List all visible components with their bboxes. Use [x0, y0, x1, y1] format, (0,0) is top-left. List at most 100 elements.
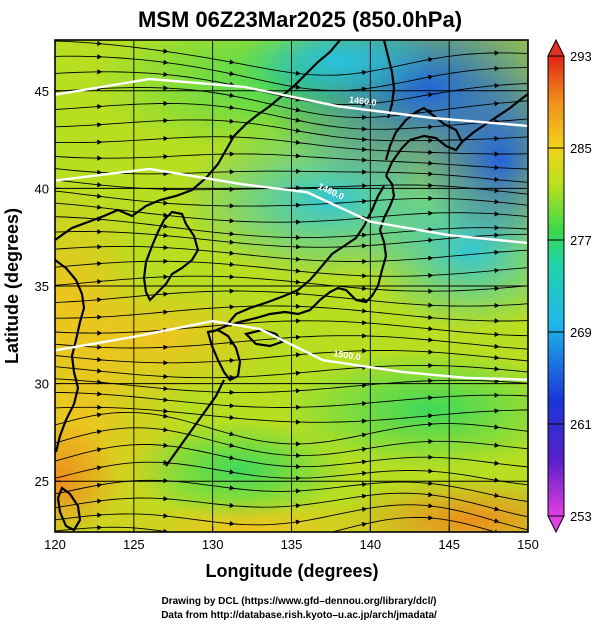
streamline — [55, 119, 528, 142]
streamline-arrow — [295, 303, 301, 309]
streamline-arrow — [229, 431, 235, 437]
streamline-arrow — [163, 309, 169, 315]
streamline-arrow — [362, 157, 368, 163]
streamline — [55, 55, 528, 92]
streamline-arrow — [428, 74, 434, 80]
streamline-arrow — [494, 343, 500, 349]
streamline — [55, 190, 528, 207]
streamline-arrow — [295, 419, 301, 425]
streamline-arrow — [428, 210, 434, 216]
streamline-arrow — [494, 286, 500, 292]
streamline-arrow — [428, 395, 434, 401]
streamline-arrow — [295, 290, 301, 297]
streamline-arrow — [428, 337, 434, 343]
coastline-hokkaido — [384, 106, 464, 177]
streamline — [55, 427, 528, 457]
streamline-arrow — [163, 360, 169, 366]
streamline-arrow — [494, 232, 500, 238]
streamline-arrow — [362, 232, 368, 238]
x-axis-label: Longitude (degrees) — [205, 561, 378, 581]
x-tick-label: 150 — [517, 537, 539, 552]
streamline-arrow — [97, 139, 103, 145]
streamline-arrow — [295, 117, 301, 123]
streamline-arrow — [163, 427, 169, 433]
coastline-kyushu — [206, 328, 242, 382]
streamline-arrow — [163, 413, 169, 419]
streamline-arrow — [295, 70, 301, 76]
streamline-arrow — [296, 475, 301, 481]
colorbar-tick-label: 261 — [570, 417, 592, 432]
streamline-arrow — [361, 432, 368, 438]
streamline-arrow — [494, 460, 500, 466]
streamline-arrow — [295, 370, 301, 376]
streamline-arrow — [229, 469, 235, 475]
streamline-arrow — [494, 318, 500, 324]
streamline-arrow — [97, 104, 103, 110]
streamline-arrow — [428, 454, 434, 460]
streamline-arrow — [428, 302, 434, 308]
streamline-arrow — [163, 386, 169, 392]
streamline-arrow — [96, 447, 103, 453]
streamline-arrow — [229, 186, 235, 192]
streamline-arrow — [494, 211, 500, 217]
streamline-arrow — [362, 183, 368, 189]
streamline-arrow — [230, 539, 235, 544]
x-tick-label: 135 — [281, 537, 303, 552]
streamline-arrow — [494, 355, 500, 361]
streamline-arrow — [97, 204, 103, 210]
streamline — [55, 350, 528, 364]
streamline-arrow — [494, 187, 500, 194]
streamline-arrow — [494, 518, 500, 524]
streamline-arrow — [229, 218, 235, 224]
x-axis: 120 125 130 135 140 145 150 — [44, 526, 539, 552]
streamline-arrow — [295, 503, 301, 509]
streamline-arrow — [361, 493, 368, 499]
y-tick-label: 30 — [35, 377, 49, 392]
streamline-arrow — [229, 442, 235, 448]
streamline-arrow — [295, 128, 301, 134]
height-contour-line — [55, 319, 528, 381]
streamline — [55, 305, 528, 322]
streamline-arrow — [97, 344, 103, 350]
streamline-arrow — [494, 50, 500, 56]
streamline-arrow — [163, 245, 169, 251]
streamline-arrow — [163, 200, 169, 206]
streamline-arrow — [163, 397, 169, 403]
streamline-arrow — [229, 151, 235, 157]
streamline-arrow — [362, 333, 368, 339]
streamline — [55, 492, 528, 518]
streamline — [55, 231, 528, 248]
streamline-arrow — [362, 198, 368, 204]
streamline-arrow — [494, 225, 500, 231]
streamline — [55, 406, 528, 423]
streamline — [55, 444, 528, 468]
streamline-arrow — [362, 146, 368, 152]
streamline-arrow — [229, 502, 235, 508]
temperature-shading — [55, 40, 528, 532]
streamline-arrow — [494, 303, 500, 309]
streamline-arrow — [96, 429, 103, 435]
streamline-arrow — [97, 368, 103, 374]
streamline-arrow — [494, 506, 500, 512]
streamline-arrow — [97, 261, 103, 267]
streamline-arrow — [428, 182, 434, 188]
y-tick-label: 40 — [35, 181, 49, 196]
streamline-arrow — [96, 412, 103, 418]
streamline-arrow — [362, 126, 368, 132]
streamline-arrow — [362, 382, 368, 388]
credit-data-source: Data from http://database.rish.kyoto–u.a… — [161, 610, 437, 621]
streamline-arrow — [295, 388, 301, 394]
streamline-arrow — [97, 297, 103, 303]
height-contour-label: 1460.0 — [349, 94, 378, 107]
colorbar-tick-label: 253 — [570, 509, 592, 524]
streamline-arrow — [428, 480, 434, 486]
x-tick-label: 130 — [202, 537, 224, 552]
streamline — [55, 391, 528, 408]
x-tick-label: 140 — [359, 537, 381, 552]
streamline-arrow — [362, 401, 368, 407]
streamline-arrow — [428, 503, 434, 509]
streamline-arrow — [494, 392, 500, 398]
streamline-arrow — [97, 391, 103, 397]
streamline-arrow — [428, 378, 434, 384]
streamline — [55, 378, 528, 394]
